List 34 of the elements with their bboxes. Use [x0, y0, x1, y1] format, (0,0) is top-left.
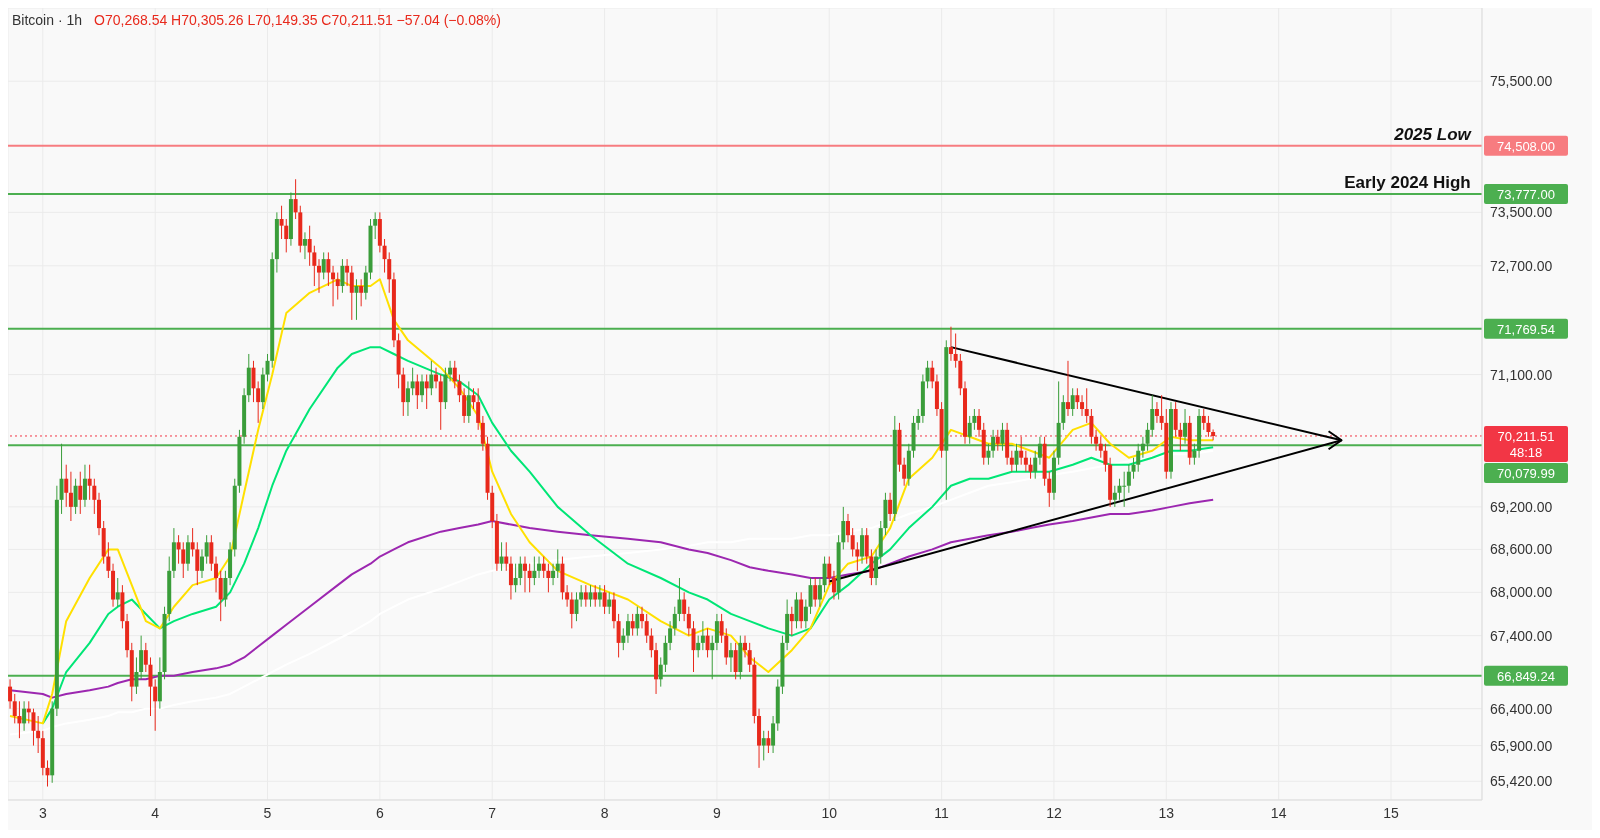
- x-tick-label: 15: [1383, 804, 1399, 821]
- x-tick-label: 9: [713, 804, 722, 821]
- y-tick-label: 67,400.00: [1490, 627, 1553, 644]
- x-tick-label: 5: [263, 804, 272, 821]
- x-tick-label: 13: [1158, 804, 1175, 821]
- y-tick-label: 73,500.00: [1490, 204, 1553, 221]
- x-tick-label: 7: [488, 804, 497, 821]
- x-tick-label: 10: [821, 804, 838, 821]
- y-tick-label: 71,100.00: [1490, 366, 1553, 383]
- y-tick-label: 68,600.00: [1490, 541, 1553, 558]
- ref-line-label: 74,508.00: [1497, 138, 1555, 154]
- x-tick-label: 6: [375, 804, 384, 821]
- ref-line-label: 73,777.00: [1497, 186, 1555, 202]
- y-tick-label: 69,200.00: [1490, 498, 1553, 515]
- y-tick-label: 75,500.00: [1490, 73, 1553, 90]
- x-tick-label: 8: [600, 804, 609, 821]
- y-tick-label: 72,700.00: [1490, 257, 1553, 274]
- ref-line-label: 71,769.54: [1497, 321, 1555, 337]
- y-tick-label: 66,400.00: [1490, 700, 1553, 717]
- ref-line-label: 70,079.99: [1497, 465, 1555, 481]
- x-tick-label: 12: [1046, 804, 1062, 821]
- annotation: O70,268.54 H70,305.26 L70,149.35 C70,211.51 −57.04 (−0.08%): [94, 12, 501, 28]
- y-tick-label: 65,420.00: [1490, 773, 1553, 790]
- y-tick-label: 65,900.00: [1490, 737, 1553, 754]
- annotation: 2025 Low: [1393, 124, 1473, 144]
- ref-line-label: 66,849.24: [1497, 668, 1555, 684]
- x-tick-label: 4: [151, 804, 160, 821]
- chart-title: Bitcoin · 1h: [12, 12, 83, 28]
- x-tick-label: 3: [38, 804, 47, 821]
- y-tick-label: 68,000.00: [1490, 584, 1553, 601]
- x-tick-label: 11: [934, 804, 950, 821]
- annotation: Early 2024 High: [1344, 172, 1471, 192]
- x-tick-label: 14: [1270, 804, 1287, 821]
- ref-line-label: 70,211.51 48:18: [1497, 428, 1555, 460]
